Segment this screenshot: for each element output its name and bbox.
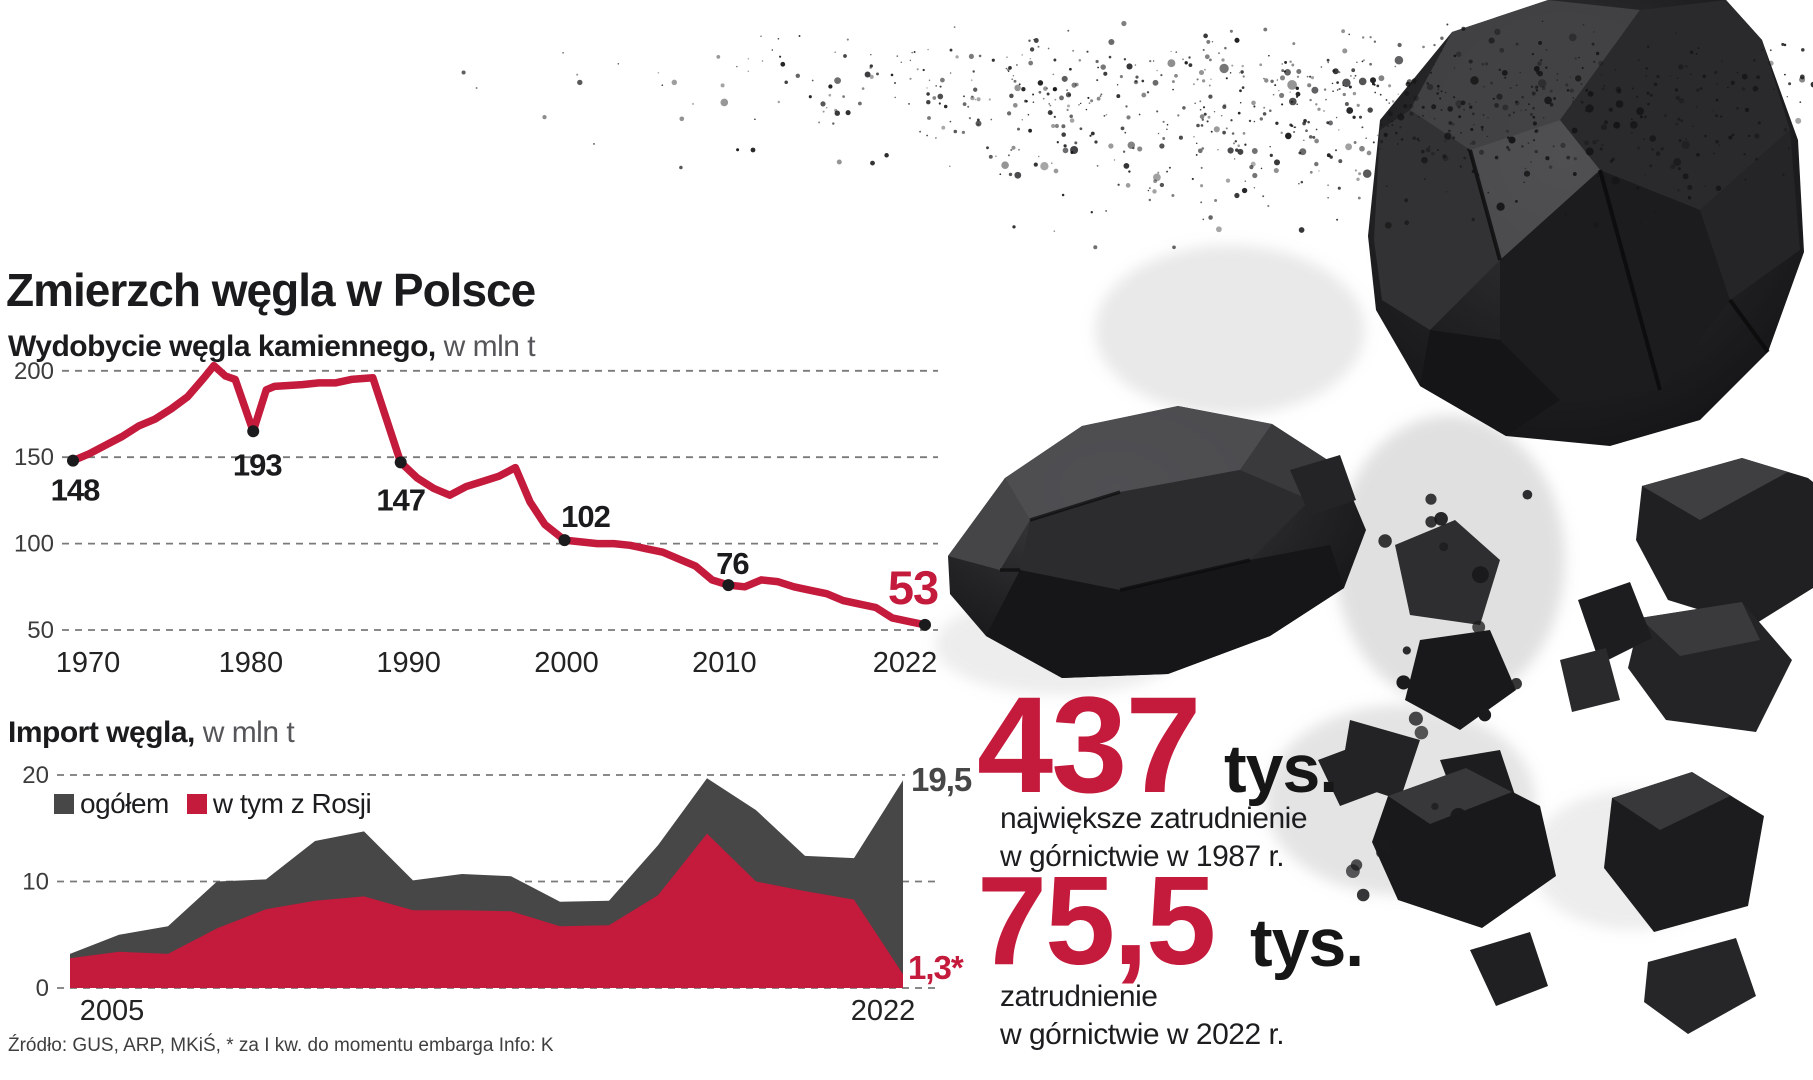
stat-1987-unit: tys. [1224, 731, 1338, 807]
y-tick-label: 20 [22, 762, 49, 789]
y-tick-label: 10 [22, 869, 49, 896]
mining-chart-heading: Wydobycie węgla kamiennego, w mln t [8, 330, 536, 363]
y-tick-label: 200 [14, 358, 54, 385]
stat-2022-unit: tys. [1250, 905, 1364, 981]
data-dot [558, 534, 571, 547]
source-note: Źródło: GUS, ARP, MKiŚ, * za I kw. do mo… [8, 1035, 554, 1056]
value-label: 53 [888, 561, 938, 614]
coal-fragments-right [1560, 458, 1813, 1034]
coal-fragments-center [1290, 455, 1520, 840]
x-tick-label: 2022 [873, 647, 938, 679]
stat-1987-desc: największe zatrudnienie w górnictwie w 1… [1000, 800, 1308, 876]
legend-swatch-total [54, 794, 74, 814]
value-label: 76 [716, 546, 749, 581]
area-russia [70, 833, 903, 988]
coal-chunk-left [948, 406, 1366, 678]
end-value-label: 19,5 [911, 761, 972, 798]
coal-chunk-top [1368, 0, 1804, 446]
import-chart-heading: Import węgla, w mln t [8, 716, 295, 749]
y-tick-label: 50 [27, 617, 54, 644]
data-dot [247, 425, 260, 438]
page-title: Zmierzch węgla w Polsce [6, 263, 536, 316]
stat-1987-desc-line1: największe zatrudnienie [1000, 802, 1308, 835]
x-tick-label: 2005 [80, 995, 145, 1027]
value-label: 102 [561, 499, 610, 534]
data-dot [67, 454, 79, 467]
x-tick-label: 1970 [56, 647, 121, 679]
import-legend: ogółem w tym z Rosji [54, 788, 372, 819]
data-dot [722, 579, 735, 592]
end-value-label: 1,3* [908, 949, 964, 986]
value-label: 148 [51, 473, 100, 508]
x-tick-label: 1980 [219, 647, 284, 679]
coal-dust [461, 20, 1813, 902]
stat-2022-desc-line1: zatrudnienie [1000, 980, 1158, 1013]
legend-label-total: ogółem [80, 788, 169, 819]
x-tick-label: 2010 [692, 647, 757, 679]
dust-speck [750, 147, 756, 153]
legend-swatch-russia [186, 794, 207, 814]
coal-fragments-bottom [1372, 768, 1556, 1006]
y-tick-label: 150 [14, 444, 54, 471]
import-chart: 20 10 0 2005 2022 19,5 1,3* [22, 761, 973, 1027]
stat-1987-value: 437 [977, 669, 1202, 822]
stat-2022-value: 75,5 [977, 850, 1216, 991]
legend-label-russia: w tym z Rosji [212, 788, 372, 819]
data-dot [394, 456, 407, 469]
stat-2022-desc-line2: w górnictwie w 2022 r. [1000, 1018, 1285, 1051]
mining-gridlines: 200 150 100 50 [14, 358, 938, 644]
value-label: 147 [376, 482, 425, 517]
y-tick-label: 0 [36, 975, 49, 1002]
value-label: 193 [233, 447, 282, 482]
import-chart-heading-bold: Import węgla, [8, 716, 195, 749]
stat-2022-desc: zatrudnienie w górnictwie w 2022 r. [1000, 978, 1285, 1054]
legend-item-russia: w tym z Rosji [186, 788, 372, 820]
x-tick-label: 2022 [851, 995, 916, 1027]
import-chart-heading-unit: w mln t [194, 716, 295, 749]
mining-chart-heading-bold: Wydobycie węgla kamiennego, [8, 330, 436, 363]
mining-x-axis: 1970 1980 1990 2000 2010 2022 [56, 647, 938, 679]
x-tick-label: 1990 [376, 647, 441, 679]
legend-item-total: ogółem [54, 788, 169, 820]
x-tick-label: 2000 [534, 647, 599, 679]
mining-line [69, 361, 929, 629]
stat-1987-desc-line2: w górnictwie w 1987 r. [1000, 840, 1285, 873]
mining-chart-heading-unit: w mln t [435, 330, 536, 363]
y-tick-label: 100 [14, 531, 54, 558]
data-dot [918, 618, 931, 631]
